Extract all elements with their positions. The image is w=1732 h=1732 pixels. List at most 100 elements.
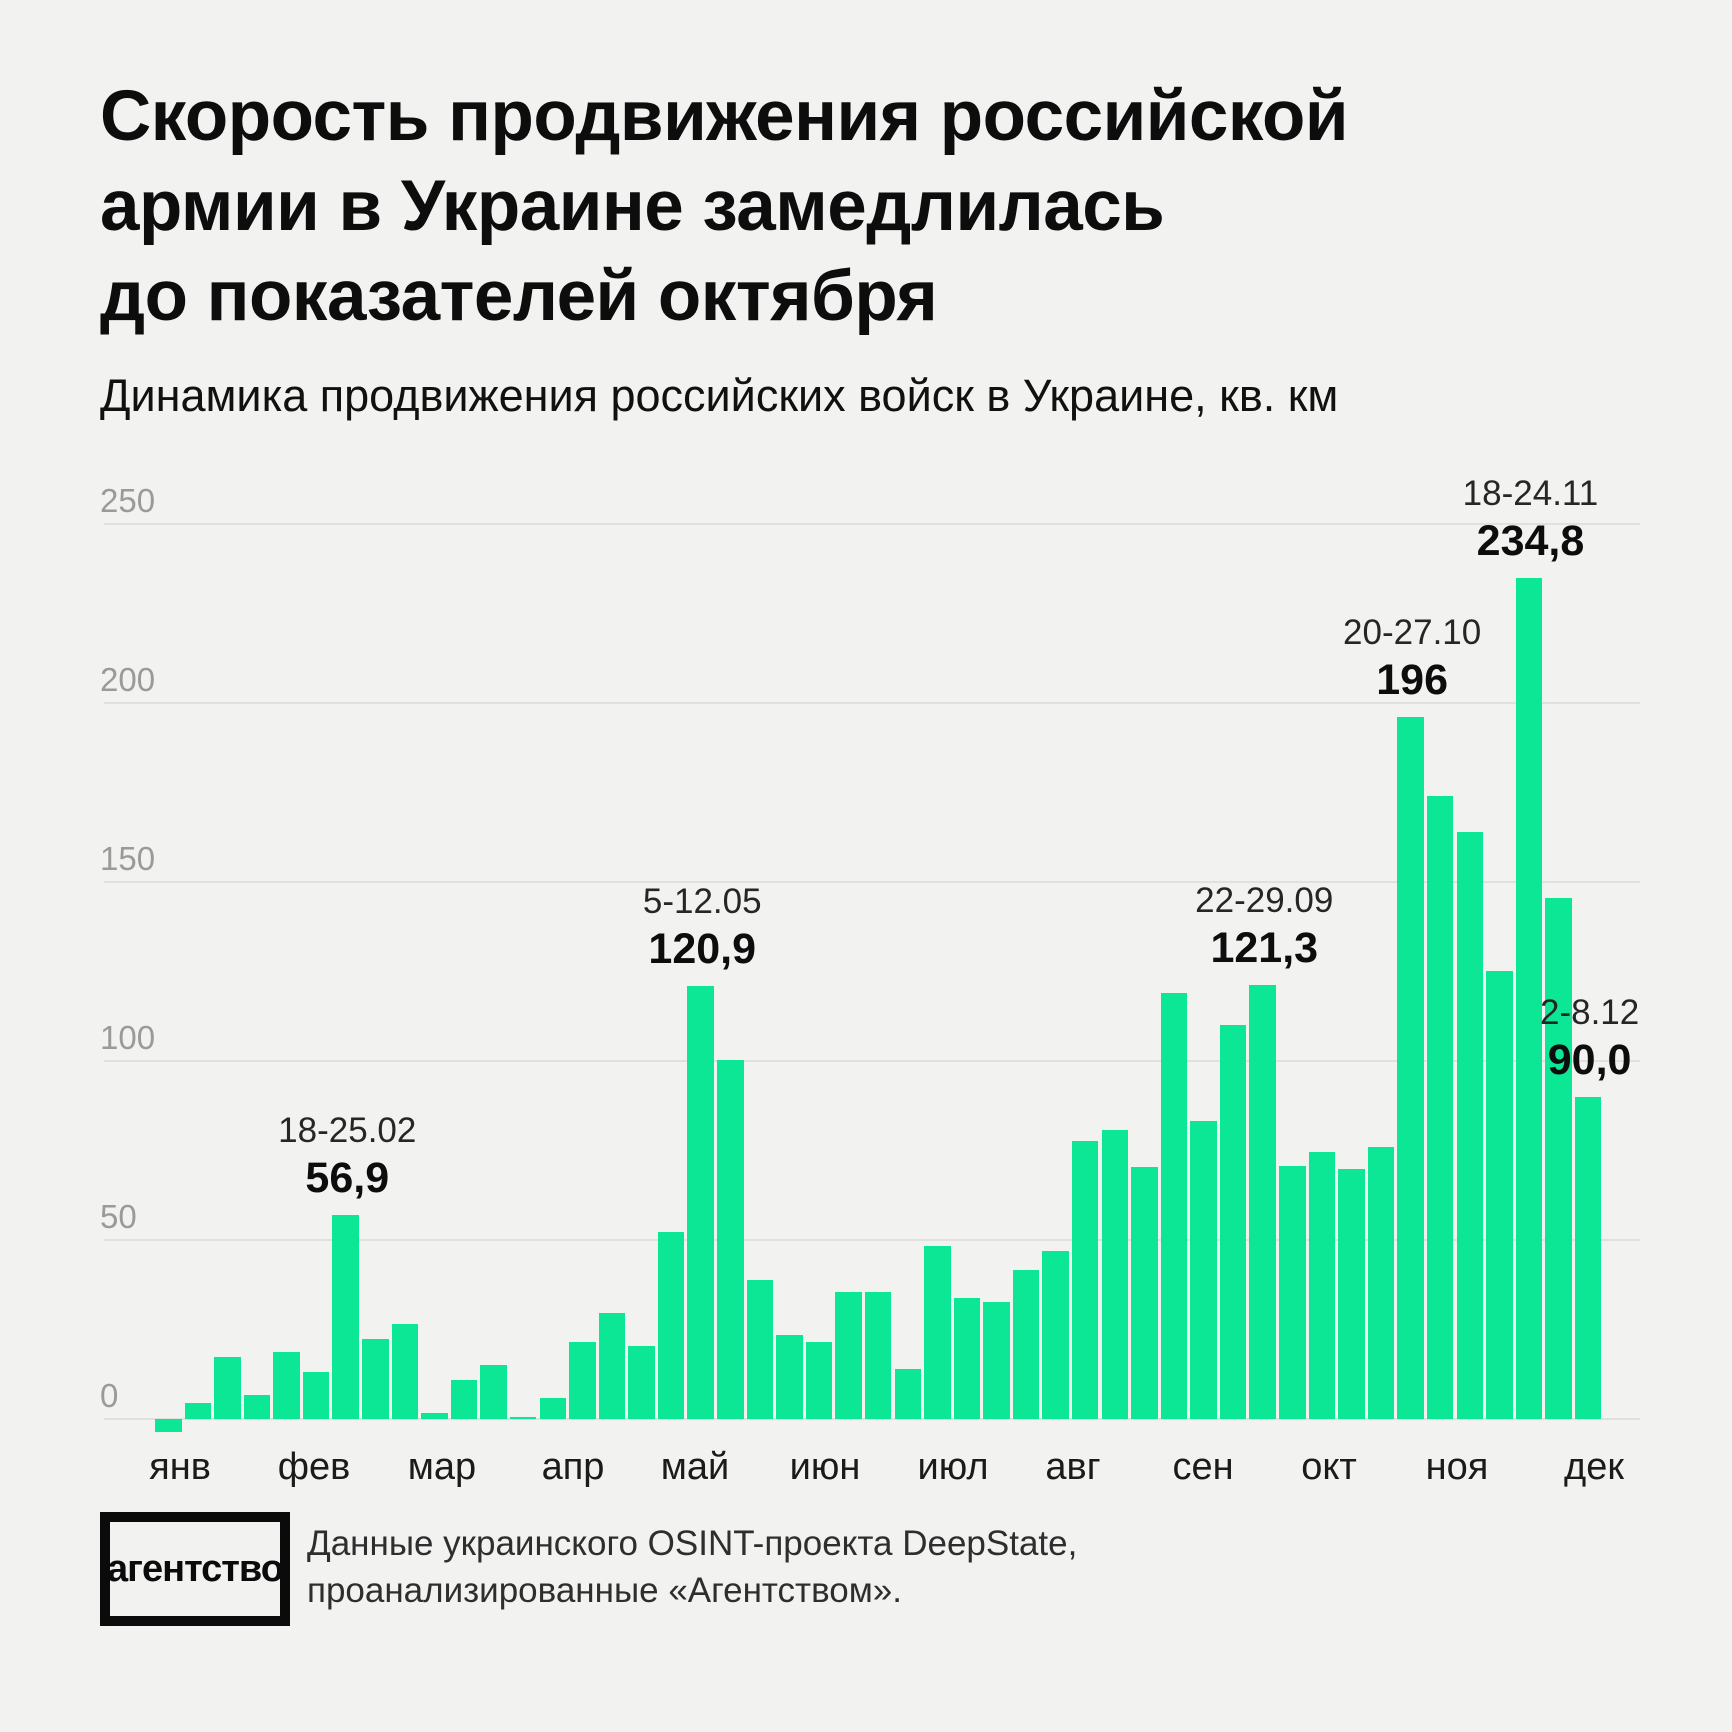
annotation-date: 18-24.11 [1462, 474, 1599, 514]
y-axis-tick-200: 200 [100, 661, 156, 698]
annotation-date: 18-25.02 [278, 1111, 417, 1151]
bar-week-21 [746, 1280, 774, 1419]
x-axis-month-6: июн [789, 1446, 861, 1488]
x-axis-month-1: янв [149, 1446, 211, 1488]
bar-week-33 [1101, 1130, 1129, 1419]
source-line-2: проанализированные «Агентством». [307, 1571, 902, 1610]
annotation-date: 2-8.12 [1540, 992, 1640, 1032]
bar-week-47 [1515, 578, 1543, 1419]
x-axis-month-7: июл [917, 1446, 989, 1488]
bar-week-28 [953, 1298, 981, 1419]
annotation-value: 120,9 [648, 925, 757, 974]
gridline-200 [104, 702, 1640, 704]
gridline-150 [104, 881, 1640, 883]
bar-week-9 [391, 1324, 419, 1419]
annotation-value: 196 [1376, 656, 1449, 705]
bar-week-34 [1131, 1167, 1158, 1419]
y-axis-tick-0: 0 [100, 1377, 119, 1414]
bar-week-20 [717, 1059, 744, 1419]
x-axis-month-3: мар [407, 1446, 477, 1488]
bar-week-46 [1486, 970, 1513, 1419]
x-axis-month-12: дек [1564, 1446, 1624, 1488]
x-axis-month-5: май [660, 1446, 730, 1488]
x-axis-month-4: апр [541, 1446, 605, 1488]
bar-week-17 [628, 1346, 655, 1419]
annotation-20-27.10: 20-27.10 196 [1343, 611, 1481, 705]
bar-week-27 [924, 1246, 951, 1419]
bar-week-48 [1545, 898, 1572, 1419]
bar-week-49 [1574, 1096, 1602, 1419]
bar-week-7 [332, 1215, 359, 1419]
x-axis-month-10: окт [1301, 1446, 1357, 1488]
bar-week-42 [1367, 1147, 1395, 1419]
bar-week-37 [1219, 1024, 1247, 1419]
bar-week-10 [421, 1412, 448, 1419]
bar-week-6 [302, 1372, 330, 1419]
bar-week-29 [983, 1302, 1010, 1419]
logo-text: агентство [107, 1547, 284, 1590]
annotation-value: 234,8 [1476, 517, 1585, 566]
bar-week-11 [450, 1379, 478, 1419]
bar-week-19 [687, 986, 714, 1419]
annotation-date: 22-29.09 [1195, 880, 1334, 920]
source-line-1: Данные украинского OSINT-проекта DeepSta… [307, 1524, 1078, 1563]
annotation-date: 5-12.05 [642, 882, 762, 922]
x-axis-month-2: фев [277, 1446, 351, 1488]
annotation-18-25.02: 18-25.02 56,9 [278, 1109, 416, 1203]
bar-week-18 [657, 1232, 685, 1419]
bar-week-16 [598, 1313, 626, 1419]
bar-week-36 [1190, 1120, 1217, 1419]
bar-week-43 [1397, 717, 1424, 1419]
agentstvo-logo: агентство [100, 1512, 290, 1626]
bar-week-24 [835, 1291, 862, 1419]
bar-week-12 [480, 1364, 507, 1419]
bar-week-4 [243, 1395, 271, 1419]
annotation-22-29.09: 22-29.09 121,3 [1195, 879, 1333, 973]
gridline-250 [104, 523, 1640, 525]
y-axis-tick-150: 150 [100, 840, 156, 877]
bar-week-30 [1012, 1270, 1040, 1419]
title-line-3: до показателей октября [100, 257, 938, 336]
bar-week-40 [1308, 1152, 1336, 1419]
gridline-0 [104, 1418, 1640, 1420]
bar-week-13 [509, 1416, 537, 1419]
bar-week-23 [805, 1342, 833, 1419]
x-axis-month-8: авг [1045, 1446, 1101, 1488]
bar-week-25 [864, 1291, 892, 1419]
annotation-value: 121,3 [1210, 923, 1319, 972]
bar-week-26 [894, 1368, 921, 1419]
bar-week-41 [1338, 1169, 1365, 1419]
title-line-1: Скорость продвижения российской [100, 77, 1348, 156]
y-axis-tick-250: 250 [100, 482, 156, 519]
bar-week-2 [184, 1402, 212, 1419]
bar-week-14 [539, 1398, 567, 1419]
annotation-2-8.12: 2-8.12 90,0 [1540, 991, 1639, 1085]
x-axis-month-11: ноя [1425, 1446, 1489, 1488]
bar-week-44 [1426, 796, 1454, 1419]
bar-week-3 [214, 1357, 241, 1419]
title-line-2: армии в Украине замедлилась [100, 167, 1165, 246]
bar-week-22 [776, 1334, 803, 1419]
y-axis-tick-100: 100 [100, 1019, 156, 1056]
bar-week-32 [1071, 1141, 1099, 1419]
page-title: Скорость продвижения российской армии в … [100, 72, 1348, 342]
annotation-date: 20-27.10 [1343, 613, 1482, 653]
x-axis-month-9: сен [1172, 1446, 1234, 1488]
bar-week-38 [1249, 984, 1276, 1419]
bar-week-1 [155, 1419, 182, 1433]
annotation-18-24.11: 18-24.11 234,8 [1463, 472, 1599, 566]
bar-week-8 [362, 1338, 389, 1419]
bar-week-5 [273, 1352, 300, 1419]
bar-week-39 [1279, 1165, 1306, 1419]
gridline-50 [104, 1239, 1640, 1241]
bar-week-31 [1042, 1251, 1069, 1419]
gridline-100 [104, 1060, 1640, 1062]
annotation-value: 90,0 [1547, 1035, 1632, 1084]
bar-week-15 [569, 1342, 596, 1419]
source-note: Данные украинского OSINT-проекта DeepSta… [307, 1520, 1077, 1614]
annotation-value: 56,9 [305, 1154, 390, 1203]
chart-subtitle: Динамика продвижения российских войск в … [100, 370, 1339, 421]
bar-chart: 0 50 100 150 200 250 янв фев мар апр май июн июл авг с… [100, 446, 1640, 1488]
y-axis-tick-50: 50 [100, 1198, 137, 1235]
